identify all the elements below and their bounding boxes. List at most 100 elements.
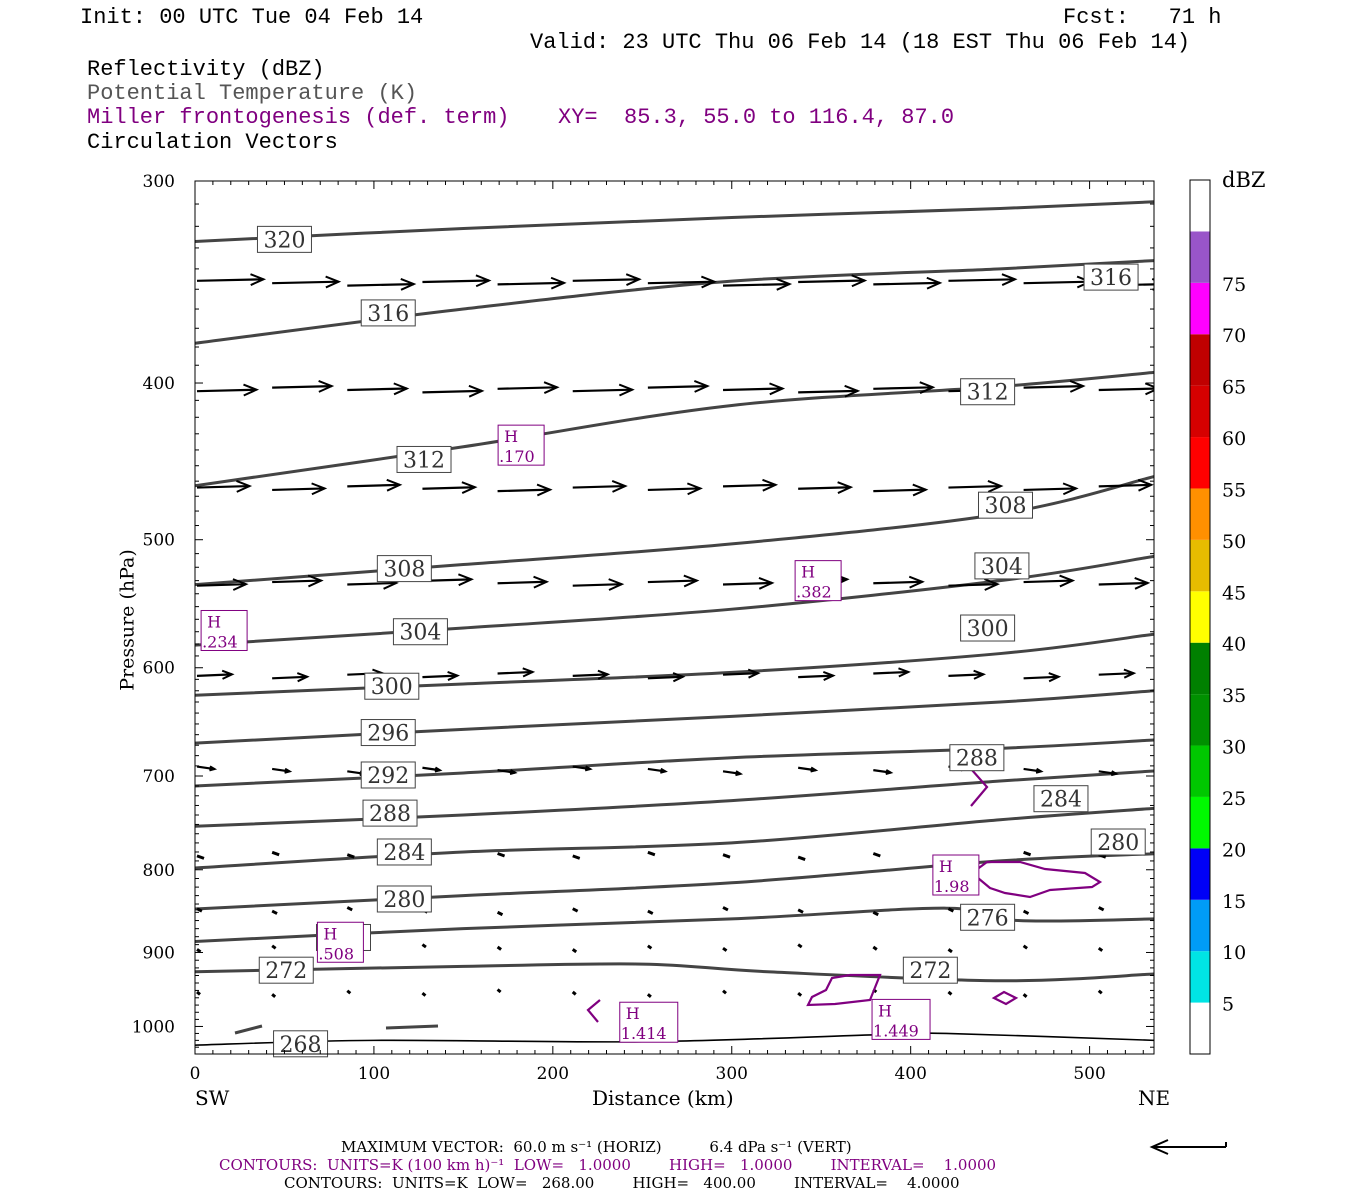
circulation-vector [647, 850, 656, 857]
circulation-vector [722, 989, 727, 995]
frontogenesis-max-label: H.170 [497, 424, 545, 466]
circulation-vector [948, 578, 1001, 591]
circulation-vector [722, 906, 729, 912]
svg-text:H: H [207, 612, 221, 631]
circulation-vector [271, 944, 277, 950]
x-tick-label: 0 [190, 1064, 201, 1084]
svg-text:280: 280 [1097, 831, 1139, 856]
theta-contour-label: 312 [396, 445, 452, 473]
reference-vector [1149, 1139, 1227, 1155]
svg-text:308: 308 [984, 494, 1026, 519]
theta-contour-272 [195, 962, 1154, 983]
frontogenesis-contour [806, 973, 882, 1007]
colorbar-label: 45 [1222, 582, 1246, 604]
svg-text:.170: .170 [499, 447, 535, 466]
colorbar-label: 60 [1222, 428, 1246, 450]
circulation-vector [873, 276, 943, 290]
circulation-vector [421, 943, 427, 949]
colorbar-label: 55 [1222, 479, 1246, 501]
frontogenesis-contour [991, 990, 1019, 1006]
svg-text:1.414: 1.414 [621, 1024, 667, 1043]
colorbar-segment [1190, 796, 1210, 849]
circulation-vector [1097, 946, 1104, 952]
svg-text:H: H [504, 427, 518, 446]
circulation-vector [1023, 672, 1062, 683]
theta-contour-288 [195, 769, 1154, 828]
theta-contour-316 [195, 259, 1154, 345]
circulation-vector [722, 478, 779, 492]
init-label: Init: 00 UTC Tue 04 Feb 14 [80, 5, 424, 30]
frontogenesis-max-label: H.508 [316, 921, 364, 963]
y-tick-label: 900 [143, 943, 175, 963]
theta-contour-280 [195, 852, 1154, 911]
colorbar-segment [1190, 488, 1210, 540]
circulation-vector [272, 482, 328, 496]
colorbar-label: 70 [1222, 325, 1246, 347]
circulation-vector [722, 770, 744, 777]
svg-text:1.98: 1.98 [934, 877, 970, 896]
svg-text:1.449: 1.449 [873, 1021, 919, 1040]
footer-theta-contours: CONTOURS: UNITS=K LOW= 268.00 HIGH= 400.… [284, 1174, 960, 1192]
circulation-vector [722, 946, 728, 952]
circulation-vector [496, 910, 504, 917]
colorbar-segment [1190, 231, 1210, 283]
circulation-vector [422, 384, 485, 398]
circulation-vector [872, 945, 878, 951]
circulation-vector [1098, 770, 1119, 777]
frontogenesis-contour [970, 860, 1103, 899]
x-tick-label: 400 [894, 1064, 926, 1084]
circulation-vector [647, 574, 700, 588]
svg-text:288: 288 [369, 802, 411, 827]
circulation-vector [873, 483, 929, 497]
theta-contour-label: 280 [376, 885, 432, 913]
svg-text:304: 304 [981, 555, 1023, 580]
svg-text:.508: .508 [318, 944, 354, 963]
circulation-vector [496, 945, 502, 951]
colorbar-label: 65 [1222, 377, 1246, 399]
theta-contour-label: 296 [360, 719, 416, 747]
cross-section-xy-label: XY= 85.3, 55.0 to 116.4, 87.0 [558, 105, 955, 130]
circulation-vector [1097, 989, 1103, 995]
circulation-vector [271, 909, 278, 915]
circulation-vector [722, 576, 775, 590]
svg-text:312: 312 [967, 381, 1009, 406]
circulation-vector [797, 855, 806, 861]
footer-maximum-vector: MAXIMUM VECTOR: 60.0 m s⁻¹ (HORIZ) 6.4 d… [341, 1138, 852, 1156]
theta-contour-label: 284 [1033, 785, 1089, 813]
circulation-vector [947, 990, 953, 996]
frontogenesis-max-label: H1.414 [619, 1001, 679, 1043]
footer-frontogenesis-contours: CONTOURS: UNITS=K (100 km h)⁻¹ LOW= 1.00… [219, 1156, 997, 1174]
x-axis-right-end-label: NE [1138, 1086, 1171, 1110]
theta-contour-292 [195, 738, 1154, 788]
theta-contour-label: 320 [256, 225, 312, 253]
circulation-vector [948, 669, 987, 680]
colorbar-segment [1190, 591, 1210, 643]
frontogenesis-max-label: H1.449 [871, 998, 931, 1040]
circulation-vector [1098, 382, 1154, 396]
circulation-vector [947, 948, 953, 954]
miller-field-label: Miller frontogenesis (def. term) [87, 105, 510, 130]
circulation-vector [798, 670, 836, 681]
circulation-vector [271, 767, 293, 774]
circulation-vector [647, 380, 710, 393]
colorbar-label: 30 [1222, 737, 1246, 759]
circulation-vector [271, 850, 280, 857]
circulation-vector [647, 275, 717, 289]
theta-contour-label: 300 [960, 614, 1016, 642]
circulation-vector [497, 769, 518, 775]
circulation-vector [948, 480, 1004, 493]
y-tick-label: 500 [143, 531, 175, 551]
theta-contour-296 [195, 689, 1154, 745]
circulation-vector [873, 575, 925, 589]
theta-contour-label: 316 [1083, 263, 1139, 291]
circulation-vector [422, 481, 478, 494]
frontogenesis-contour [586, 999, 601, 1023]
circulation-vector [797, 991, 803, 997]
circulation-vector [1023, 275, 1093, 289]
valid-time-label: Valid: 23 UTC Thu 06 Feb 14 (18 EST Thu … [530, 30, 1191, 55]
y-tick-label: 400 [143, 374, 175, 394]
y-tick-label: 1000 [132, 1017, 175, 1037]
circulation-vector [873, 381, 936, 394]
circulation-vector [646, 993, 652, 998]
circulation-vector [1023, 767, 1044, 774]
